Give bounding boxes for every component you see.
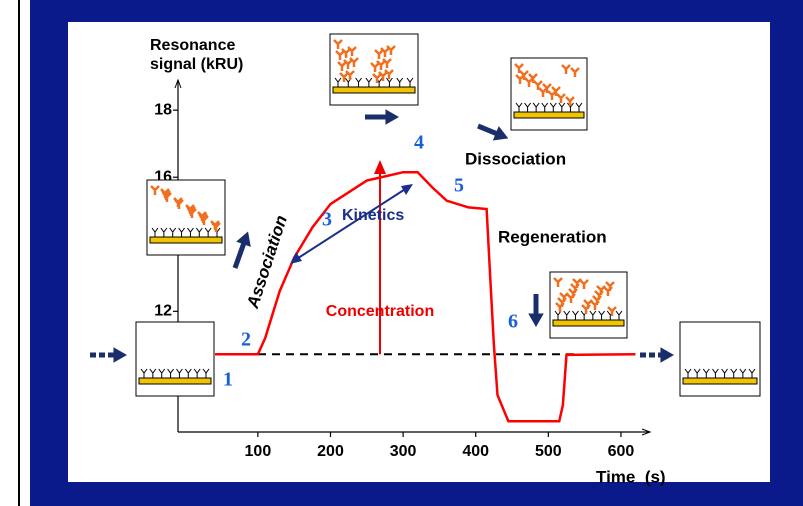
sensor-box: [147, 180, 225, 255]
step-number: 4: [414, 132, 424, 154]
y-tick-label: 18: [154, 101, 172, 118]
dissociation-label: Dissociation: [465, 149, 566, 168]
step-number: 6: [508, 311, 518, 333]
sensor-box: [136, 322, 214, 396]
sensor-chip: [514, 112, 584, 118]
y-axis-label: signal (kRU): [150, 56, 243, 73]
kinetics-label: Kinetics: [342, 207, 404, 224]
step-number: 3: [322, 209, 332, 231]
sensor-box: [680, 322, 760, 396]
sensor-chip: [150, 237, 222, 243]
x-tick-label: 500: [535, 443, 562, 460]
x-tick-label: 400: [462, 443, 489, 460]
step-number: 1: [223, 369, 233, 391]
sensor-chip: [139, 378, 211, 384]
x-axis-label: Time (s): [596, 467, 666, 486]
sensor-chip: [683, 378, 757, 384]
regeneration-label: Regeneration: [498, 227, 607, 246]
page: 10020030040050060012141618Resonancesigna…: [0, 0, 803, 506]
y-tick-label: 12: [154, 303, 172, 320]
sensor-chip: [333, 87, 415, 93]
y-axis-label: Resonance: [150, 37, 235, 54]
sensor-box: [511, 58, 587, 130]
sensor-chip: [553, 320, 624, 326]
step-number: 2: [241, 329, 251, 351]
concentration-label: Concentration: [326, 303, 434, 320]
x-tick-label: 100: [245, 443, 272, 460]
x-tick-label: 600: [608, 443, 635, 460]
step-number: 5: [454, 175, 464, 197]
x-tick-label: 300: [390, 443, 417, 460]
x-tick-label: 200: [317, 443, 344, 460]
